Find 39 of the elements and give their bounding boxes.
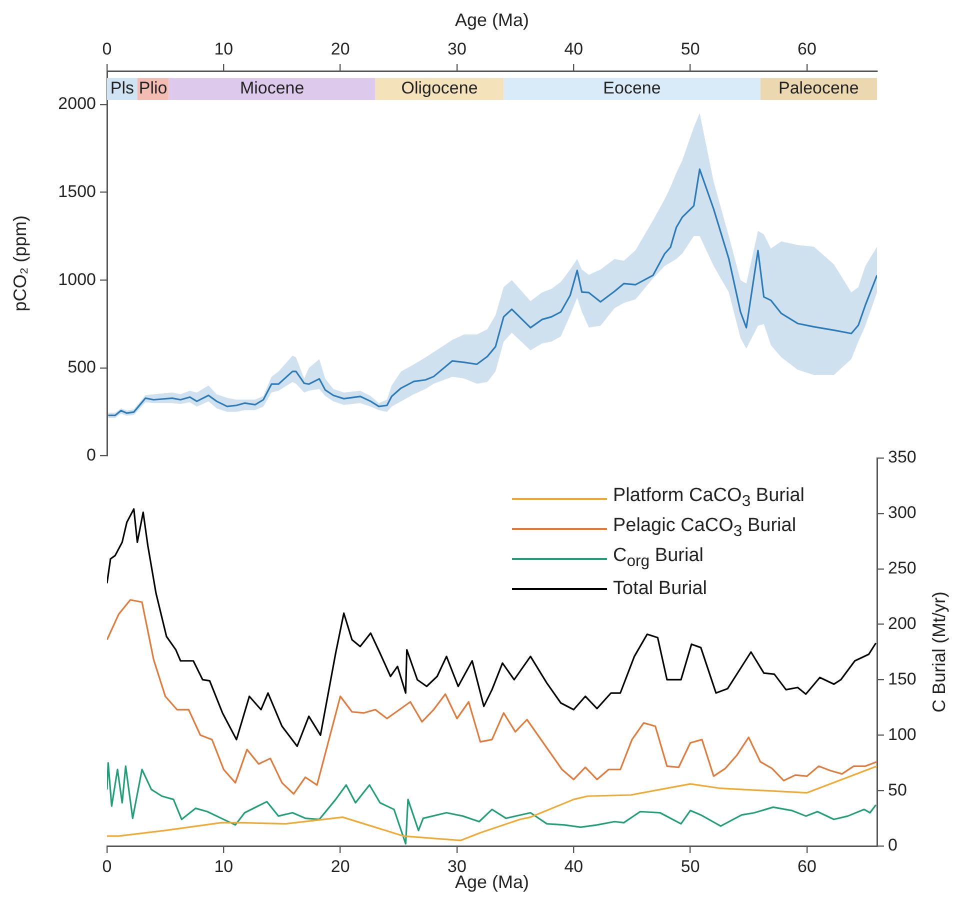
y-tick-label: 100 <box>888 724 916 744</box>
x-tick-label: 20 <box>330 856 350 876</box>
y-tick-label: 1500 <box>58 182 96 201</box>
x-tick-label: 10 <box>214 856 234 876</box>
band-label: Pls <box>110 78 134 98</box>
y-tick-label: 250 <box>888 558 916 578</box>
x-tick-label: 50 <box>680 856 700 876</box>
legend-label: Total Burial <box>613 577 707 601</box>
x-tick-label: 40 <box>564 39 584 58</box>
y-tick-label: 0 <box>888 836 898 855</box>
x-tick-label: 10 <box>214 39 234 58</box>
x-tick-label: 30 <box>448 39 466 58</box>
band-label: Paleocene <box>778 78 859 98</box>
legend-label: C$_{org}$ Burial <box>613 544 704 572</box>
y-tick-label: 200 <box>888 614 916 633</box>
legend-label: Pelagic CaCO$_{3}$ Burial <box>613 514 796 542</box>
y-tick-label: 150 <box>888 669 916 688</box>
y-tick-label: 1000 <box>58 270 96 289</box>
x-tick-label: 0 <box>102 856 112 876</box>
y-tick-label: 50 <box>888 780 907 800</box>
band-label: Eocene <box>603 78 661 98</box>
x-tick-label: 50 <box>680 39 700 58</box>
x-axis-title: Age (Ma) <box>454 10 530 30</box>
y-tick-label: 300 <box>888 503 916 522</box>
y-tick-label: 500 <box>68 358 96 377</box>
legend-label: Platform CaCO$_{3}$ Burial <box>613 484 804 512</box>
x-tick-label: 0 <box>102 39 112 58</box>
y-tick-label: 0 <box>86 445 96 464</box>
x-tick-label: 60 <box>798 39 816 58</box>
band-label: Plio <box>138 78 168 98</box>
y-axis-title: pCO₂ (ppm) <box>10 215 30 312</box>
band-label: Miocene <box>240 78 304 98</box>
y-axis-title: C Burial (Mt/yr) <box>928 592 949 712</box>
band-label: Oligocene <box>401 78 478 98</box>
x-tick-label: 40 <box>564 856 584 876</box>
y-tick-label: 2000 <box>58 94 96 114</box>
x-tick-label: 20 <box>330 39 350 58</box>
x-tick-label: 60 <box>798 856 816 876</box>
y-tick-label: 350 <box>888 448 916 467</box>
